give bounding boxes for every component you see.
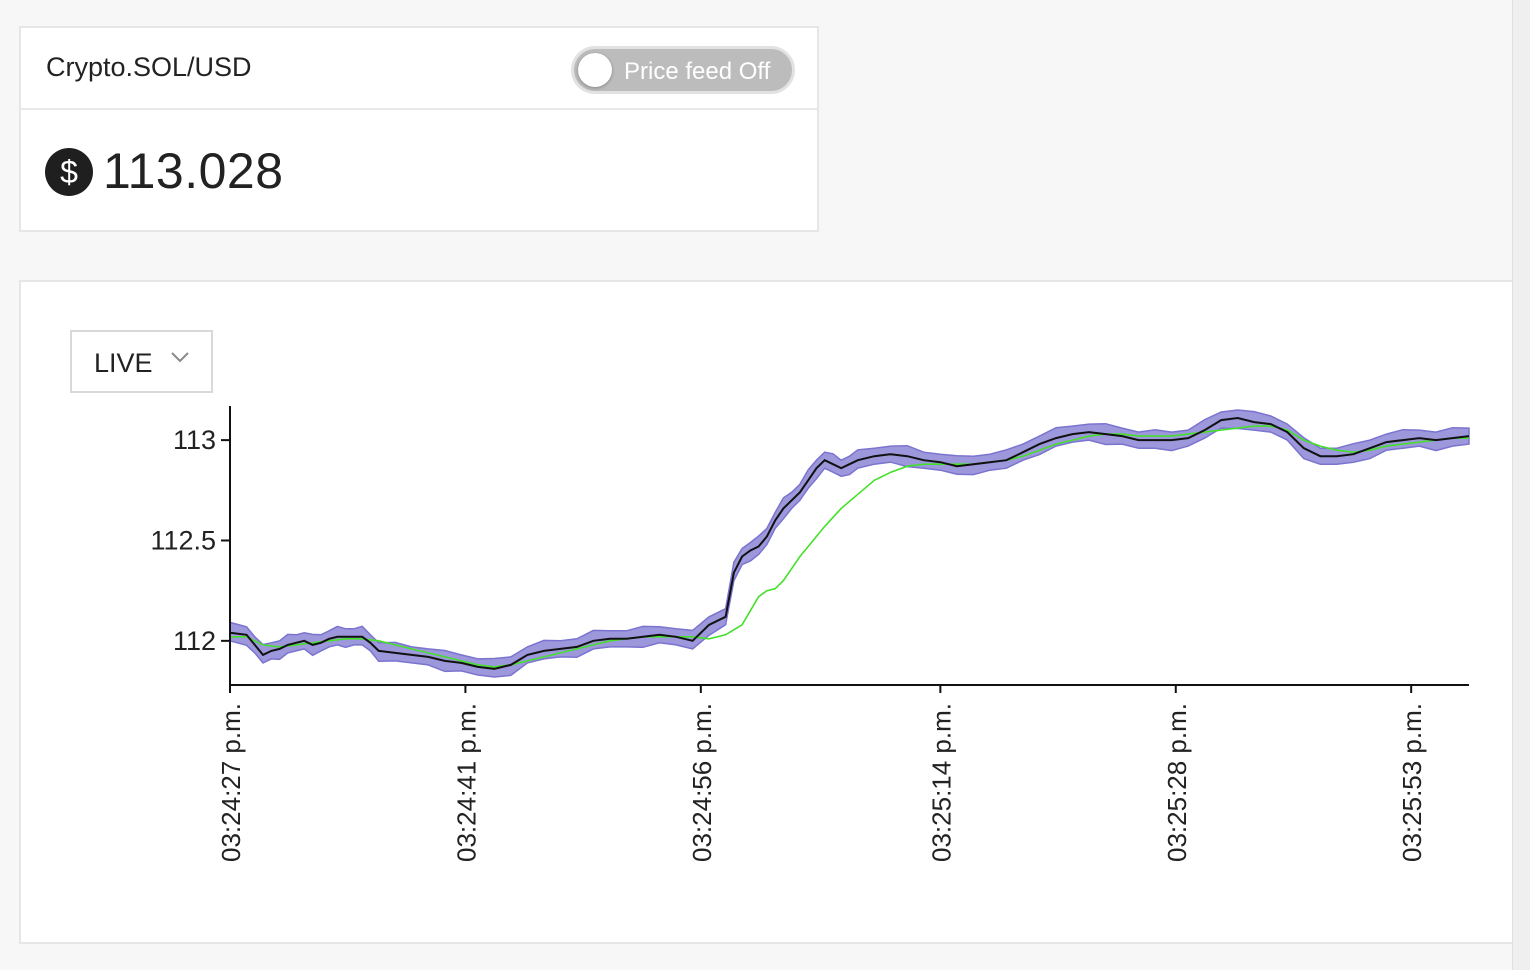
range-select[interactable]: LIVE <box>70 330 213 393</box>
chevron-down-icon <box>171 352 189 363</box>
y-tick-label: 112.5 <box>150 525 216 555</box>
x-tick-label: 03:24:56 p.m. <box>687 703 717 862</box>
x-tick-label: 03:25:28 p.m. <box>1162 703 1192 862</box>
moving-average-line <box>230 425 1469 668</box>
x-tick-label: 03:24:27 p.m. <box>216 703 246 862</box>
window-scrollbar[interactable] <box>1512 0 1530 970</box>
x-tick-label: 03:24:41 p.m. <box>451 703 481 862</box>
toggle-label: Price feed Off <box>624 58 771 85</box>
price-chart: 113 112.5 112 03:24:27 p.m. 03:24:41 p.m. 03:… <box>150 406 1470 862</box>
toggle-knob[interactable] <box>578 53 612 87</box>
confidence-band <box>229 409 1470 678</box>
chart-card: 113 112.5 112 03:24:27 p.m. 03:24:41 p.m. 03:… <box>19 280 1519 944</box>
range-select-value: LIVE <box>94 348 153 378</box>
x-tick-label: 03:25:53 p.m. <box>1397 703 1427 862</box>
price-line <box>229 416 1470 670</box>
dollar-icon: $ <box>45 148 93 196</box>
y-tick-label: 113 <box>173 425 216 455</box>
price-display: $ 113.028 <box>21 110 817 230</box>
price-card: Crypto.SOL/USD Price feed Off $ 113.028 <box>19 26 819 232</box>
price-feed-toggle[interactable]: Price feed Off <box>571 46 795 94</box>
y-tick-label: 112 <box>173 626 216 656</box>
symbol-title: Crypto.SOL/USD <box>46 52 252 82</box>
price-value: 113.028 <box>103 143 284 199</box>
x-tick-label: 03:25:14 p.m. <box>926 703 956 862</box>
price-card-header: Crypto.SOL/USD Price feed Off <box>21 28 817 110</box>
